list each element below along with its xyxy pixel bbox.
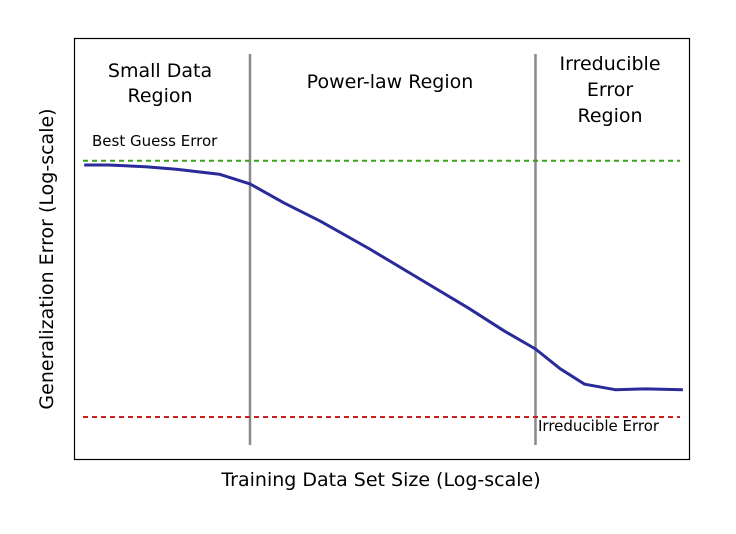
x-axis-label: Training Data Set Size (Log-scale) bbox=[220, 469, 540, 491]
region-label-irreducible-3: Region bbox=[577, 105, 642, 127]
region-label-small-data-1: Small Data bbox=[108, 60, 212, 82]
y-axis-label: Generalization Error (Log-scale) bbox=[36, 108, 58, 409]
region-label-irreducible-2: Error bbox=[587, 79, 634, 101]
plot-frame bbox=[73, 37, 691, 461]
irreducible-error-label: Irreducible Error bbox=[538, 417, 660, 435]
error-curve bbox=[84, 163, 683, 392]
region-label-power-law: Power-law Region bbox=[307, 71, 474, 93]
region-label-small-data-2: Region bbox=[127, 85, 192, 107]
best-guess-error-label: Best Guess Error bbox=[92, 132, 218, 150]
region-label-irreducible-1: Irreducible bbox=[559, 53, 660, 75]
